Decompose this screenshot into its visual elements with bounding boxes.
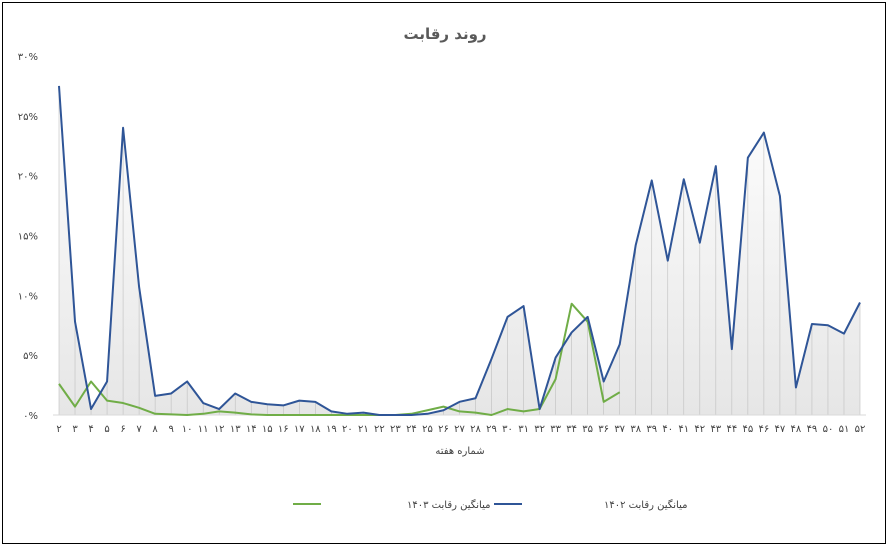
x-tick-label: ۳۵	[582, 424, 593, 435]
x-tick-label: ۳۲	[534, 424, 545, 435]
x-tick-label: ۴	[88, 424, 93, 435]
x-axis-title: شماره هفته	[435, 446, 484, 457]
x-tick-label: ۴۹	[807, 424, 818, 435]
series-lines	[58, 85, 861, 416]
x-tick-label: ۱۵	[262, 424, 273, 435]
x-tick-label: ۴۵	[742, 424, 753, 435]
x-tick-label: ۳۳	[550, 424, 561, 435]
x-tick-label: ۳	[72, 424, 78, 435]
x-tick-label: ۱۴	[246, 424, 257, 435]
x-tick-label: ۱۶	[278, 424, 289, 435]
x-tick-label: ۲۸	[470, 424, 481, 435]
y-tick-label: ۱۰%	[18, 291, 38, 302]
x-tick-label: ۱۷	[294, 424, 305, 435]
x-tick-label: ۳۶	[598, 424, 609, 435]
x-tick-label: ۲۴	[406, 424, 417, 435]
series-line	[58, 302, 621, 416]
x-tick-label: ۱۹	[326, 424, 337, 435]
x-tick-label: ۲۶	[438, 424, 449, 435]
x-tick-label: ۵۰	[823, 424, 834, 435]
legend-label: میانگین رقابت ۱۴۰۳	[407, 499, 490, 511]
x-tick-label: ۳۹	[646, 424, 657, 435]
x-tick-label: ۵۱	[839, 424, 850, 435]
x-tick-label: ۷	[136, 424, 142, 435]
x-tick-label: ۲۳	[390, 424, 401, 435]
x-tick-label: ۱۳	[230, 424, 241, 435]
x-tick-label: ۴۰	[662, 424, 673, 435]
area-layer	[59, 85, 860, 416]
x-tick-label: ۳۴	[566, 424, 577, 435]
y-tick-label: ۲۵%	[18, 112, 38, 123]
x-tick-label: ۲	[56, 424, 61, 435]
y-tick-label: ۱۵%	[18, 232, 38, 243]
legend: میانگین رقابت ۱۴۰۲ میانگین رقابت ۱۴۰۳	[293, 499, 687, 511]
x-tick-label: ۴۴	[726, 424, 737, 435]
series-area	[59, 85, 860, 416]
x-tick-label: ۵۲	[855, 424, 866, 435]
x-tick-label: ۴۸	[791, 424, 802, 435]
chart-title: روند رقابت	[403, 25, 486, 43]
x-tick-label: ۳۷	[614, 424, 625, 435]
x-tick-label: ۲۹	[486, 424, 497, 435]
y-tick-label: ۲۰%	[18, 172, 38, 183]
x-tick-label: ۲۷	[454, 424, 465, 435]
x-tick-label: ۴۷	[775, 424, 786, 435]
x-tick-label: ۳۰	[502, 424, 513, 435]
x-tick-label: ۹	[168, 424, 173, 435]
x-tick-label: ۱۸	[310, 424, 321, 435]
y-axis-ticks: ۰% ۵% ۱۰% ۱۵% ۲۰% ۲۵% ۳۰%	[18, 52, 38, 422]
x-tick-label: ۱۲	[214, 424, 225, 435]
x-tick-label: ۶	[120, 424, 125, 435]
x-tick-label: ۸	[152, 424, 158, 435]
x-tick-label: ۴۱	[678, 424, 689, 435]
legend-label: میانگین رقابت ۱۴۰۲	[604, 499, 687, 511]
x-axis-ticks: ۲ ۳ ۴ ۵ ۶ ۷ ۸ ۹ ۱۰ ۱۱ ۱۲ ۱۳ ۱۴ ۱۵ ۱۶ ۱۷ ۱۸ ۱۹ ۲۰ ۲۱ ۲۲ ۲۳ ۲۴ ۲۵…	[56, 424, 865, 435]
x-tick-label: ۳۸	[630, 424, 641, 435]
y-tick-label: ۵%	[23, 351, 38, 362]
x-tick-label: ۲۰	[342, 424, 353, 435]
x-tick-label: ۲۲	[374, 424, 385, 435]
x-tick-label: ۱۰	[182, 424, 193, 435]
x-tick-label: ۴۶	[759, 424, 770, 435]
drop-lines	[58, 85, 861, 415]
x-tick-label: ۴۲	[694, 424, 705, 435]
y-tick-label: ۰%	[23, 411, 38, 422]
x-tick-label: ۱۱	[198, 424, 209, 435]
x-tick-label: ۲۱	[358, 424, 369, 435]
y-tick-label: ۳۰%	[18, 52, 38, 63]
x-tick-label: ۳۱	[518, 424, 529, 435]
x-tick-label: ۴۳	[710, 424, 721, 435]
x-tick-label: ۲۵	[422, 424, 433, 435]
x-tick-label: ۵	[104, 424, 109, 435]
